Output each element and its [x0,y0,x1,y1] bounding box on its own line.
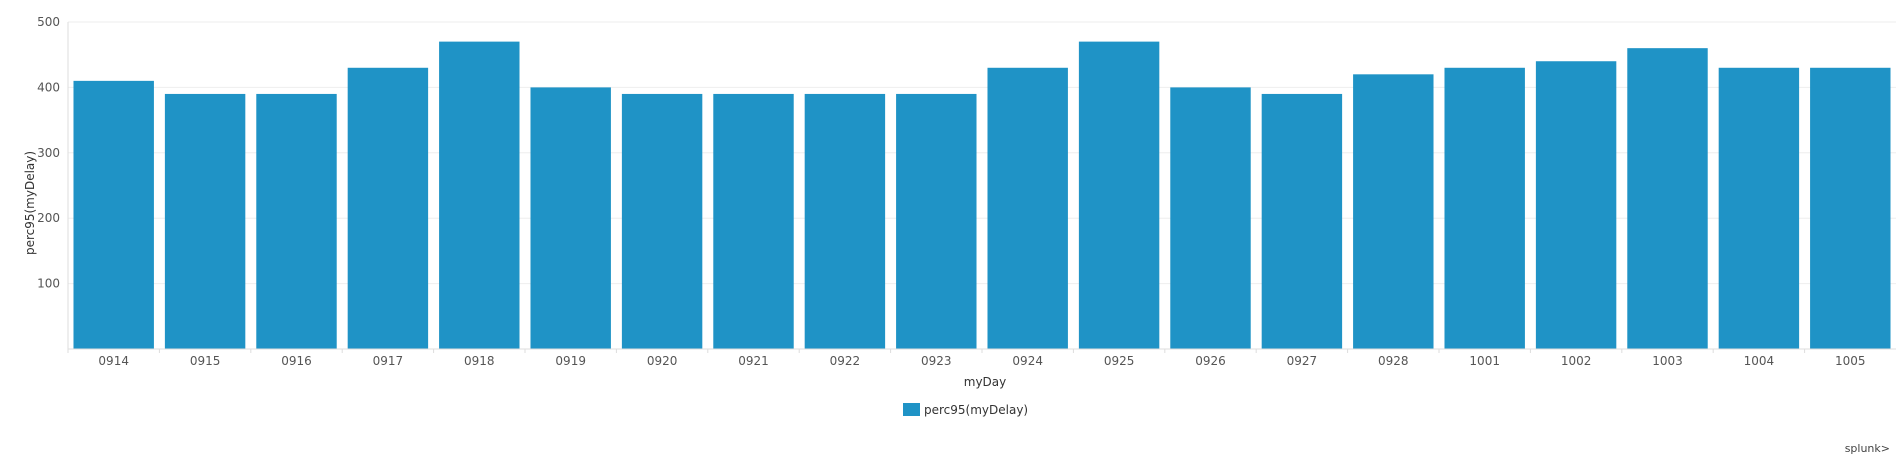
y-tick-label: 300 [37,146,60,160]
bar-0928[interactable] [1353,74,1434,349]
axes [67,22,1896,353]
bars [73,41,1891,350]
x-tick-label: 1005 [1835,354,1866,368]
legend-swatch [903,403,920,416]
bar-0922[interactable] [804,93,886,349]
x-tick-label: 0928 [1378,354,1409,368]
x-axis-title: myDay [964,375,1007,389]
x-tick-label: 1001 [1469,354,1500,368]
bar-0918[interactable] [439,41,520,350]
splunk-logo: splunk> [1845,442,1890,455]
x-tick-label: 1002 [1561,354,1592,368]
bar-0923[interactable] [896,93,977,349]
y-tick-labels: 100 200 300 400 500 [37,15,60,291]
x-tick-label: 1003 [1652,354,1683,368]
x-tick-label: 0921 [738,354,769,368]
bar-0920[interactable] [621,93,703,349]
x-tick-label: 0915 [190,354,221,368]
bar-0916[interactable] [256,93,337,349]
bar-0921[interactable] [713,93,794,349]
bar-0919[interactable] [530,87,611,350]
bar-1002[interactable] [1535,61,1617,350]
y-tick-label: 400 [37,80,60,94]
legend-label: perc95(myDelay) [924,403,1028,417]
y-tick-label: 100 [37,277,60,291]
y-tick-label: 500 [37,15,60,29]
legend[interactable]: perc95(myDelay) [903,403,1028,417]
x-tick-label: 0916 [281,354,312,368]
bar-1001[interactable] [1444,67,1525,349]
bar-1004[interactable] [1718,67,1800,349]
bar-0915[interactable] [164,93,246,349]
gridlines [68,21,1896,285]
x-tick-label: 0918 [464,354,495,368]
x-tick-label: 0924 [1012,354,1043,368]
x-tick-label: 0923 [921,354,952,368]
x-tick-label: 0922 [830,354,861,368]
bar-0917[interactable] [347,67,429,349]
x-tick-label: 0925 [1104,354,1135,368]
x-tick-label: 0914 [98,354,129,368]
x-tick-label: 0926 [1195,354,1226,368]
bar-1005[interactable] [1810,67,1891,349]
y-axis-title: perc95(myDelay) [23,151,37,255]
bar-1003[interactable] [1627,48,1708,349]
x-tick-label: 0927 [1287,354,1318,368]
bar-0924[interactable] [987,67,1068,349]
y-tick-label: 200 [37,211,60,225]
bar-0925[interactable] [1078,41,1160,350]
x-tick-label: 0919 [555,354,586,368]
x-tick-labels: 0914 0915 0916 0917 0918 0919 0920 0921 0922 0923… [98,354,1865,368]
x-tick-label: 0917 [373,354,404,368]
bar-0914[interactable] [73,80,154,350]
x-tick-label: 1004 [1744,354,1775,368]
x-tick-label: 0920 [647,354,678,368]
bar-0926[interactable] [1170,87,1251,350]
bar-0927[interactable] [1261,93,1343,349]
